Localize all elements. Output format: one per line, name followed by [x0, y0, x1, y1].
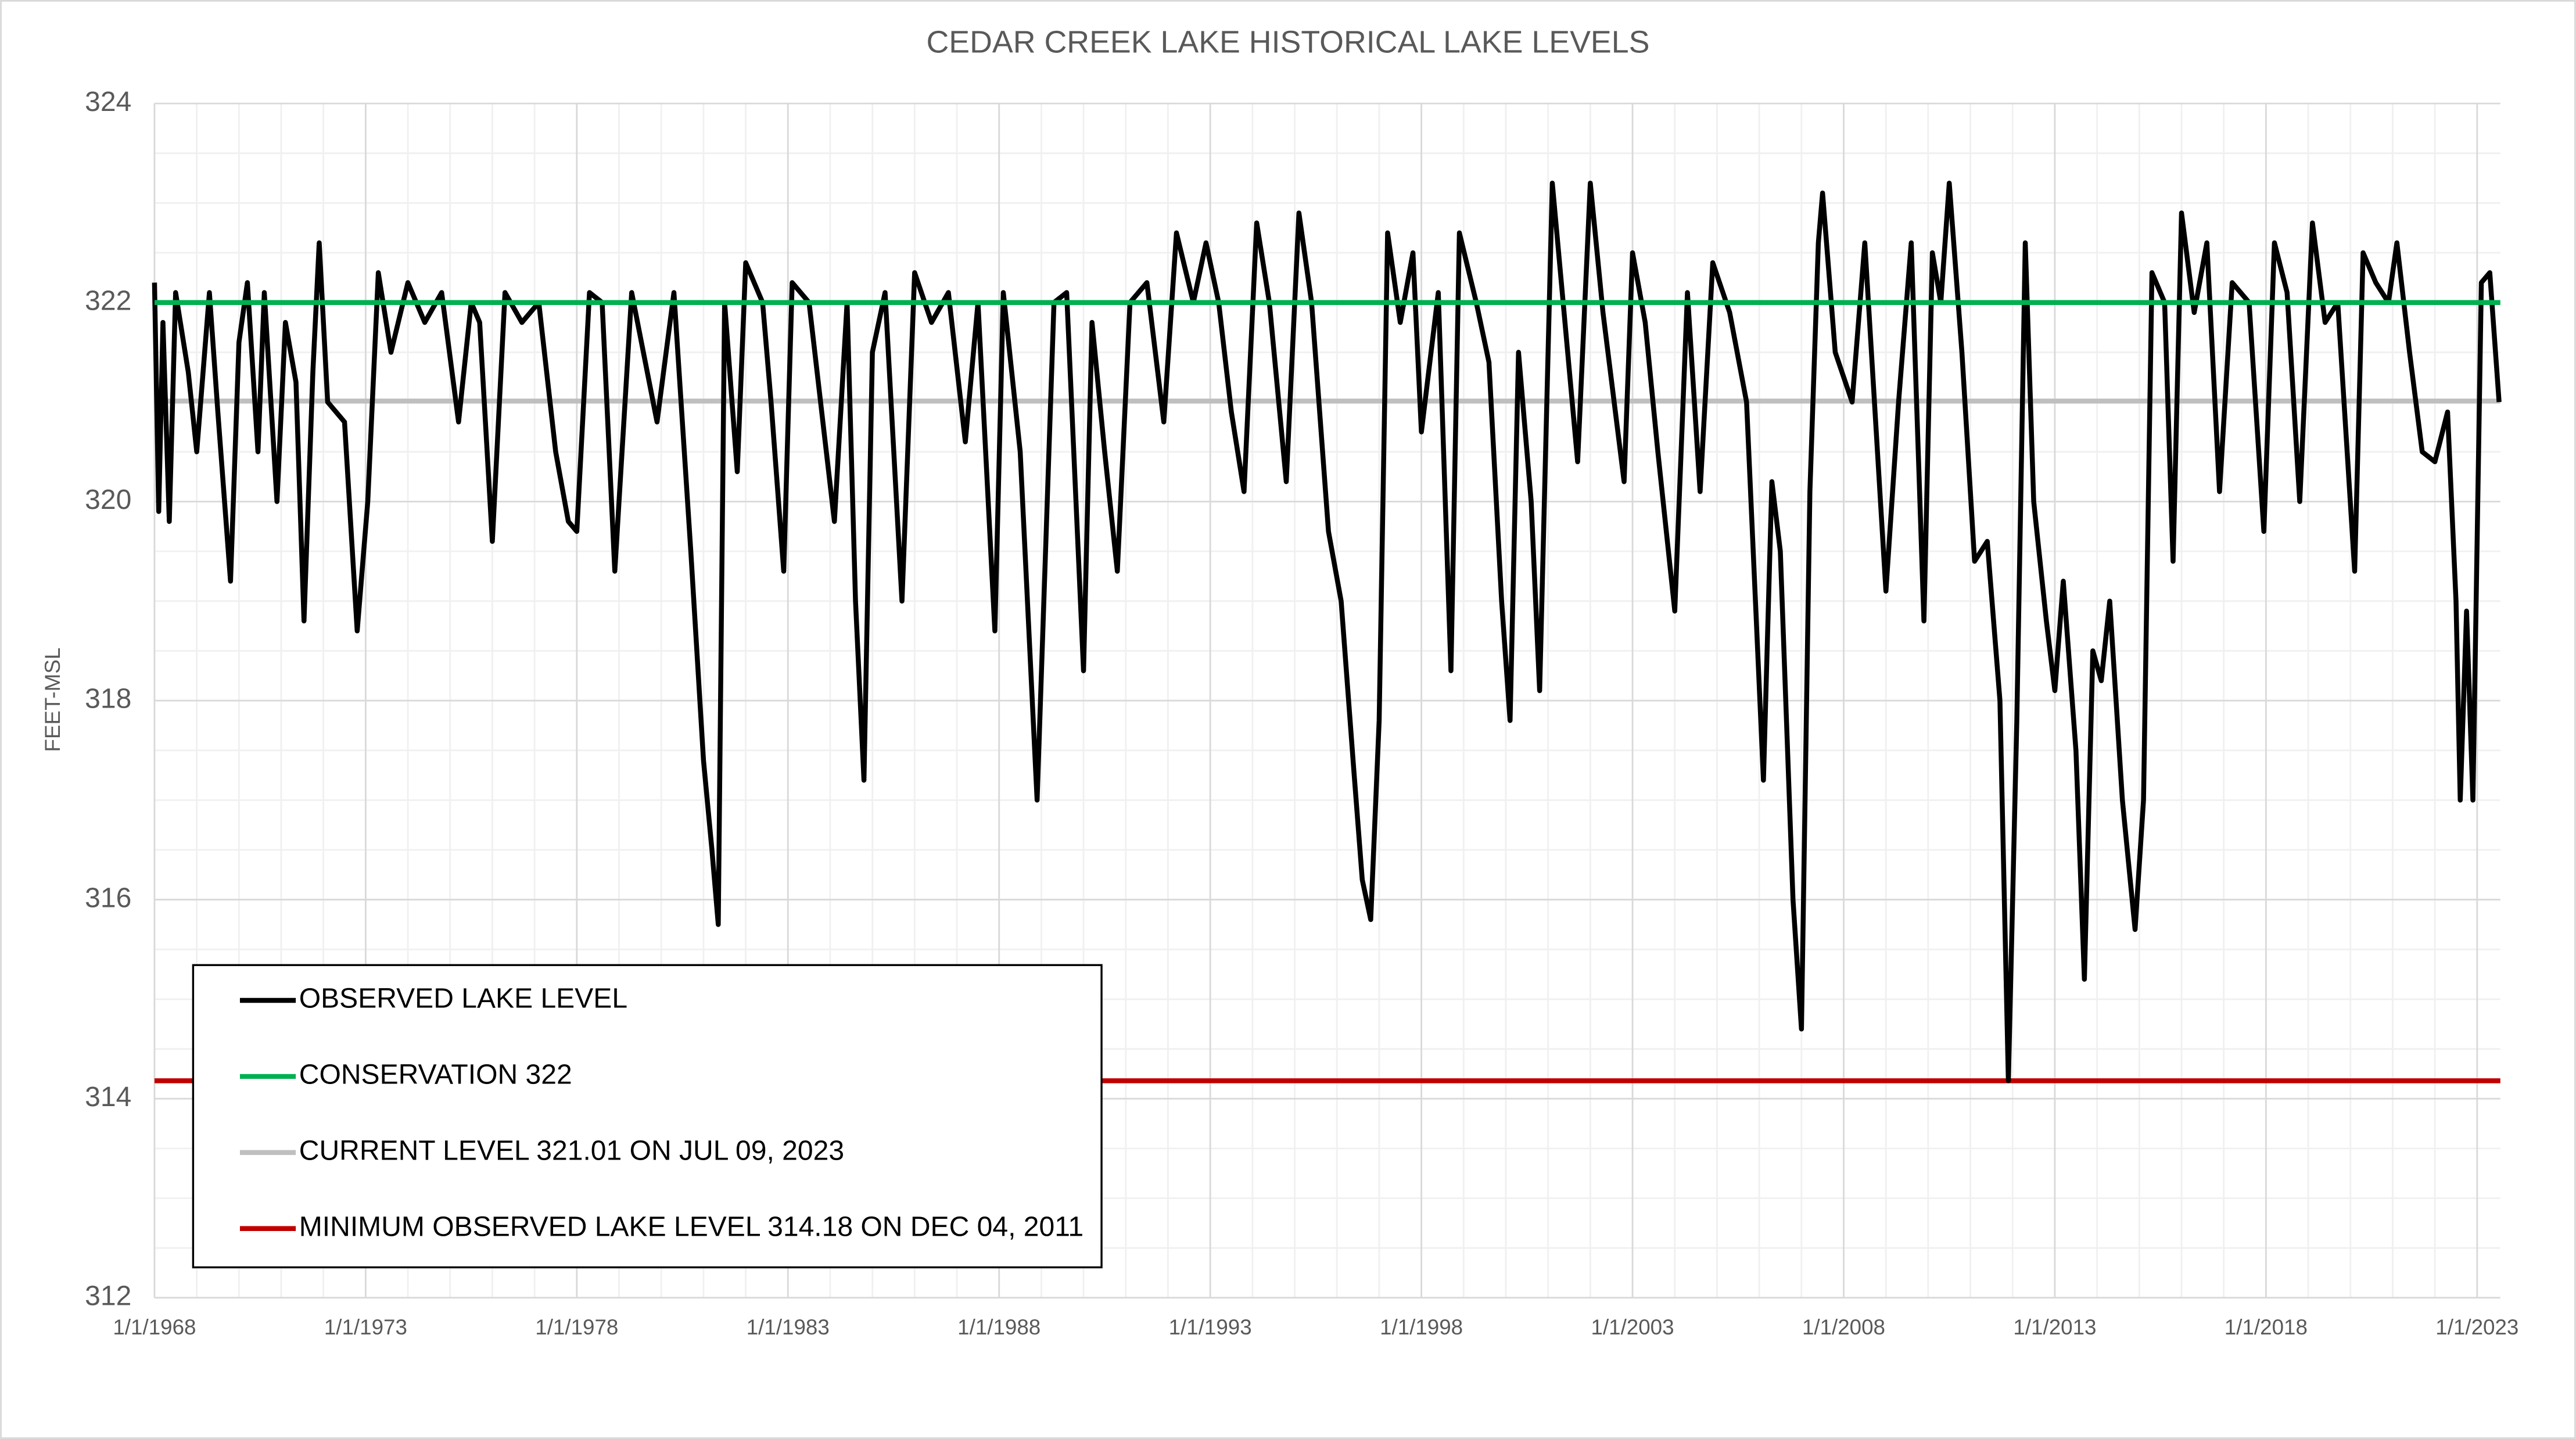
x-tick-label: 1/1/1983 — [747, 1315, 830, 1339]
legend-label: CONSERVATION 322 — [299, 1059, 572, 1090]
x-tick-label: 1/1/1998 — [1380, 1315, 1463, 1339]
chart-title: CEDAR CREEK LAKE HISTORICAL LAKE LEVELS — [927, 25, 1650, 60]
y-tick-label: 322 — [85, 285, 131, 316]
y-tick-label: 312 — [85, 1280, 131, 1312]
x-tick-label: 1/1/2003 — [1591, 1315, 1674, 1339]
y-tick-label: 314 — [85, 1081, 131, 1113]
legend-label: OBSERVED LAKE LEVEL — [299, 983, 627, 1014]
legend-label: MINIMUM OBSERVED LAKE LEVEL 314.18 ON DE… — [299, 1211, 1084, 1242]
observed-line — [152, 180, 2502, 1083]
y-tick-label: 318 — [85, 683, 131, 715]
y-tick-label: 316 — [85, 882, 131, 913]
x-tick-label: 1/1/1993 — [1169, 1315, 1252, 1339]
grid: 312 314 316 318 320 322 324 1/1/1968 1/1/1973 1/1… — [85, 86, 2518, 1339]
x-tick-label: 1/1/2013 — [2013, 1315, 2096, 1339]
x-tick-label: 1/1/1978 — [535, 1315, 618, 1339]
x-tick-label: 1/1/1968 — [113, 1315, 196, 1339]
x-tick-label: 1/1/2018 — [2225, 1315, 2308, 1339]
y-tick-label: 324 — [85, 86, 131, 117]
legend-box — [192, 964, 1103, 1269]
legend: OBSERVED LAKE LEVEL CONSERVATION 322 CURRE… — [192, 964, 1103, 1269]
x-tick-label: 1/1/1988 — [957, 1315, 1041, 1339]
x-tick-label: 1/1/2008 — [1802, 1315, 1885, 1339]
y-tick-label: 320 — [85, 484, 131, 515]
x-tick-label: 1/1/1973 — [324, 1315, 407, 1339]
y-axis-label: FEET-MSL — [41, 648, 64, 752]
x-tick-label: 1/1/2023 — [2435, 1315, 2518, 1339]
legend-label: CURRENT LEVEL 321.01 ON JUL 09, 2023 — [299, 1135, 844, 1167]
